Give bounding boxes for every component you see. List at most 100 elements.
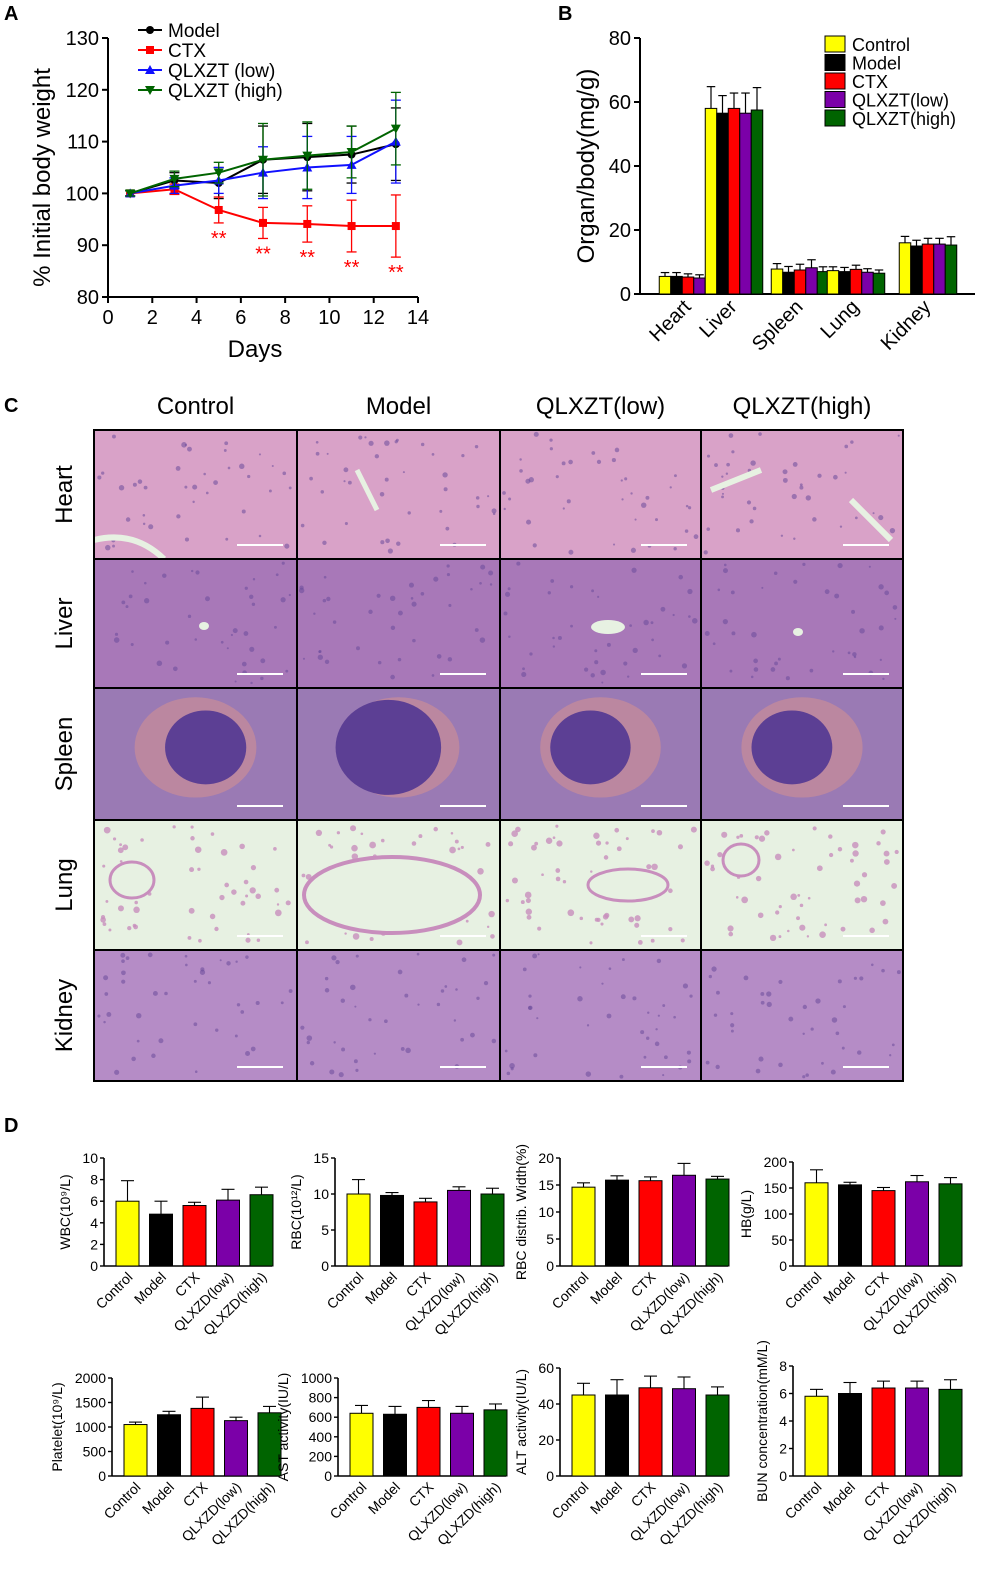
x-tick-label: 8 bbox=[280, 307, 291, 329]
bar bbox=[716, 112, 729, 295]
alveolar-wall bbox=[456, 939, 463, 946]
nucleus bbox=[377, 660, 382, 665]
nucleus bbox=[331, 955, 337, 961]
nucleus bbox=[687, 588, 693, 595]
bar bbox=[123, 1424, 148, 1477]
nucleus bbox=[240, 1010, 245, 1014]
x-tick-label: Control bbox=[100, 1479, 143, 1522]
data-point bbox=[169, 174, 180, 184]
nucleus bbox=[621, 958, 625, 962]
legend-label: Model bbox=[852, 54, 901, 74]
bar bbox=[149, 1213, 173, 1267]
nucleus bbox=[273, 625, 277, 629]
nucleus bbox=[408, 582, 414, 588]
nucleus bbox=[436, 1002, 441, 1007]
nucleus bbox=[532, 543, 537, 548]
y-tick-label: 60 bbox=[609, 92, 631, 114]
nucleus bbox=[549, 447, 553, 451]
nucleus bbox=[136, 1012, 142, 1019]
x-tick-label: Control bbox=[781, 1479, 824, 1522]
nucleus bbox=[714, 463, 718, 467]
nucleus bbox=[647, 1011, 650, 1014]
nucleus bbox=[125, 605, 129, 609]
alveolar-wall bbox=[526, 914, 532, 920]
alveolar-wall bbox=[485, 841, 491, 847]
nucleus bbox=[586, 1024, 590, 1027]
nucleus bbox=[851, 609, 856, 614]
alveolar-wall bbox=[490, 934, 495, 939]
nucleus bbox=[810, 1027, 814, 1031]
nucleus bbox=[479, 637, 486, 643]
histology-image-lung-1 bbox=[93, 819, 298, 951]
nucleus bbox=[374, 454, 380, 459]
nucleus bbox=[142, 522, 146, 526]
nucleus bbox=[753, 667, 759, 672]
nucleus bbox=[397, 969, 403, 975]
bar bbox=[770, 268, 784, 295]
nucleus bbox=[852, 652, 857, 657]
y-tick-label: 4 bbox=[90, 1215, 98, 1231]
bar bbox=[727, 107, 741, 295]
alveolar-wall bbox=[119, 843, 123, 847]
alveolar-wall bbox=[477, 868, 484, 875]
nucleus bbox=[224, 441, 229, 446]
nucleus bbox=[673, 1015, 676, 1019]
legend-swatch bbox=[824, 35, 846, 53]
nucleus bbox=[192, 484, 198, 490]
data-point bbox=[259, 218, 267, 227]
nucleus bbox=[128, 594, 133, 599]
nucleus bbox=[689, 994, 693, 998]
nucleus bbox=[650, 621, 654, 625]
nucleus bbox=[655, 518, 659, 522]
x-tick-label: Lung bbox=[817, 296, 864, 343]
nucleus bbox=[384, 477, 389, 482]
nucleus bbox=[519, 458, 522, 461]
chart-a-body-weight: 80 90 100 110 120 130 0 2 4 6 8 10 12 14 Days % Initial… bbox=[29, 21, 429, 363]
significance-label: ** bbox=[211, 228, 227, 250]
alveolar-wall bbox=[108, 928, 112, 932]
x-tick-label: Spleen bbox=[748, 296, 808, 356]
nucleus bbox=[673, 547, 677, 551]
bar bbox=[938, 1388, 963, 1477]
y-tick-label: 0 bbox=[90, 1258, 98, 1274]
nucleus bbox=[390, 674, 395, 680]
histology-image-lung-4 bbox=[700, 819, 904, 951]
alveolar-wall bbox=[102, 922, 107, 926]
alveolar-wall bbox=[650, 938, 655, 943]
nucleus bbox=[241, 661, 247, 667]
nucleus bbox=[799, 485, 804, 490]
nucleus bbox=[584, 667, 589, 672]
nucleus bbox=[306, 1035, 313, 1041]
nucleus bbox=[147, 952, 153, 958]
data-point bbox=[145, 65, 155, 74]
nucleus bbox=[882, 677, 885, 681]
nucleus bbox=[309, 476, 313, 481]
bar bbox=[672, 1388, 696, 1477]
bar bbox=[933, 243, 946, 295]
nucleus bbox=[410, 597, 414, 600]
nucleus bbox=[566, 499, 571, 504]
alveolar-wall bbox=[637, 939, 643, 945]
tissue-background bbox=[297, 950, 500, 1081]
nucleus bbox=[502, 491, 506, 495]
nucleus bbox=[509, 1063, 515, 1069]
bar bbox=[157, 1414, 181, 1477]
nucleus bbox=[859, 628, 865, 634]
data-point bbox=[213, 168, 224, 178]
alveolar-wall bbox=[219, 894, 225, 901]
legend-swatch bbox=[824, 72, 846, 90]
histology-image-spleen-3 bbox=[499, 687, 702, 821]
bar bbox=[861, 271, 874, 295]
nucleus bbox=[645, 495, 650, 500]
nucleus bbox=[368, 609, 373, 615]
x-tick-label: Model bbox=[139, 1479, 177, 1517]
nucleus bbox=[606, 642, 611, 647]
x-tick-label: Model bbox=[587, 1479, 625, 1517]
bar-chart-d8: 0 2 4 6 8 BUN concentration(mM/L) ControlModel… bbox=[754, 1340, 963, 1548]
nucleus bbox=[402, 471, 405, 474]
nucleus bbox=[516, 561, 521, 566]
nucleus bbox=[785, 676, 790, 681]
nucleus bbox=[389, 595, 396, 602]
